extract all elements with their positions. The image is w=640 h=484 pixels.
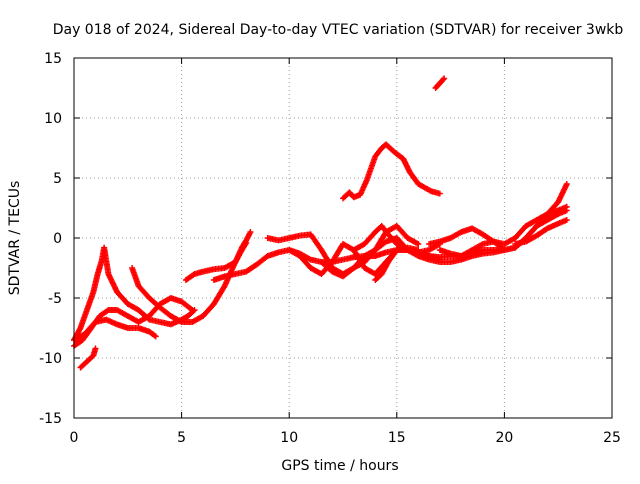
data-point bbox=[189, 307, 196, 313]
data-point bbox=[188, 306, 195, 313]
data-point bbox=[426, 187, 433, 194]
y-tick-label: 5 bbox=[53, 171, 62, 187]
x-tick-label: 5 bbox=[177, 430, 186, 446]
y-tick-label: 10 bbox=[44, 111, 62, 127]
series-track-3 bbox=[71, 295, 196, 349]
grid bbox=[74, 58, 612, 418]
data-point bbox=[440, 76, 447, 83]
data-point bbox=[243, 239, 250, 246]
data-point bbox=[415, 241, 422, 247]
data-point bbox=[247, 229, 254, 235]
series-track-1 bbox=[71, 244, 198, 343]
data-series bbox=[71, 75, 570, 371]
y-tick-label: -10 bbox=[39, 351, 62, 367]
series-track-4 bbox=[77, 345, 99, 371]
data-point bbox=[563, 217, 570, 223]
y-axis-label: SDTVAR / TECUs bbox=[7, 181, 23, 296]
chart-title: Day 018 of 2024, Sidereal Day-to-day VTE… bbox=[53, 22, 624, 38]
data-point bbox=[151, 332, 158, 339]
data-point bbox=[441, 75, 448, 82]
data-point bbox=[563, 203, 570, 210]
axes: 0 5 10 15 20 25 -15 -10 -5 0 5 10 15 bbox=[39, 51, 621, 446]
data-point bbox=[563, 181, 570, 187]
data-point bbox=[436, 190, 443, 197]
x-tick-label: 25 bbox=[603, 430, 621, 446]
data-point bbox=[152, 333, 159, 340]
x-axis-label: GPS time / hours bbox=[281, 458, 398, 474]
series-track-10 bbox=[318, 235, 508, 280]
data-point bbox=[242, 241, 249, 247]
y-tick-label: 0 bbox=[53, 231, 62, 247]
y-tick-label: -5 bbox=[48, 291, 62, 307]
x-tick-label: 15 bbox=[388, 430, 406, 446]
series-track-6 bbox=[182, 239, 250, 283]
data-point bbox=[92, 345, 99, 352]
x-tick-label: 20 bbox=[495, 430, 513, 446]
series-track-15 bbox=[512, 217, 570, 247]
series-track-12 bbox=[372, 244, 422, 283]
series-track-14 bbox=[436, 203, 570, 259]
y-tick-label: -15 bbox=[39, 411, 62, 427]
series-track-17 bbox=[432, 75, 448, 91]
x-tick-label: 10 bbox=[280, 430, 298, 446]
series-track-16 bbox=[340, 141, 443, 202]
data-point bbox=[415, 247, 422, 253]
y-tick-label: 15 bbox=[44, 51, 62, 67]
x-tick-label: 0 bbox=[70, 430, 79, 446]
